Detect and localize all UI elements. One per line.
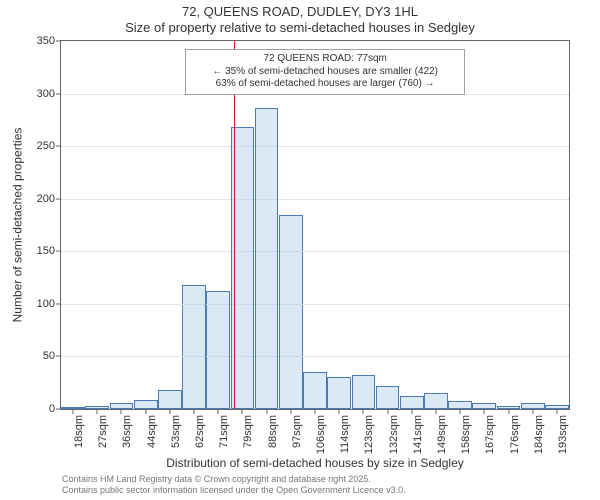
y-axis-label: Number of semi-detached properties: [10, 40, 24, 410]
xtick-label: 114sqm: [339, 415, 351, 453]
annotation-line: 63% of semi-detached houses are larger (…: [192, 78, 458, 91]
histogram-bar: [448, 401, 472, 409]
xtick-label: 132sqm: [388, 415, 400, 454]
gridline: [61, 356, 569, 357]
xtick-label: 106sqm: [315, 415, 327, 454]
ytick-mark: [56, 41, 61, 42]
bars-layer: [61, 41, 569, 409]
xtick-mark: [145, 409, 146, 414]
xtick-label: 71sqm: [218, 415, 230, 448]
xtick-label: 158sqm: [460, 415, 472, 454]
xtick-label: 167sqm: [484, 415, 496, 454]
xtick-label: 36sqm: [121, 415, 133, 448]
xtick-mark: [363, 409, 364, 414]
xtick-mark: [532, 409, 533, 414]
chart-title-line1: 72, QUEENS ROAD, DUDLEY, DY3 1HL: [0, 4, 600, 19]
xtick-mark: [339, 409, 340, 414]
xtick-label: 18sqm: [73, 415, 85, 448]
histogram-bar: [303, 372, 327, 409]
xtick-label: 27sqm: [97, 415, 109, 448]
chart-title-line2: Size of property relative to semi-detach…: [0, 20, 600, 35]
xtick-label: 88sqm: [267, 415, 279, 448]
histogram-bar: [206, 291, 230, 409]
xtick-mark: [484, 409, 485, 414]
xtick-label: 141sqm: [412, 415, 424, 454]
ytick-label: 200: [37, 193, 55, 205]
histogram-bar: [255, 108, 279, 409]
ytick-mark: [56, 409, 61, 410]
xtick-mark: [556, 409, 557, 414]
xtick-mark: [73, 409, 74, 414]
histogram-bar: [327, 377, 351, 409]
xtick-mark: [97, 409, 98, 414]
gridline: [61, 199, 569, 200]
ytick-label: 350: [37, 35, 55, 47]
ytick-mark: [56, 303, 61, 304]
xtick-mark: [121, 409, 122, 414]
ytick-mark: [56, 251, 61, 252]
histogram-bar: [376, 386, 400, 409]
histogram-bar: [279, 215, 303, 410]
xtick-label: 53sqm: [170, 415, 182, 448]
ytick-mark: [56, 356, 61, 357]
xtick-mark: [411, 409, 412, 414]
gridline: [61, 146, 569, 147]
xtick-mark: [435, 409, 436, 414]
xtick-label: 97sqm: [291, 415, 303, 448]
ytick-label: 250: [37, 140, 55, 152]
ytick-mark: [56, 93, 61, 94]
xtick-mark: [266, 409, 267, 414]
histogram-bar: [424, 393, 448, 409]
footer-attribution: Contains HM Land Registry data © Crown c…: [62, 474, 406, 496]
xtick-label: 184sqm: [533, 415, 545, 454]
xtick-label: 176sqm: [509, 415, 521, 454]
xtick-label: 44sqm: [146, 415, 158, 448]
footer-line1: Contains HM Land Registry data © Crown c…: [62, 474, 406, 485]
histogram-bar: [352, 375, 376, 409]
xtick-mark: [169, 409, 170, 414]
xtick-mark: [218, 409, 219, 414]
ytick-mark: [56, 198, 61, 199]
xtick-mark: [508, 409, 509, 414]
xtick-mark: [315, 409, 316, 414]
x-axis-label: Distribution of semi-detached houses by …: [60, 456, 570, 470]
annotation-box: 72 QUEENS ROAD: 77sqm← 35% of semi-detac…: [185, 49, 465, 95]
ytick-label: 100: [37, 298, 55, 310]
xtick-mark: [194, 409, 195, 414]
xtick-label: 193sqm: [557, 415, 569, 454]
histogram-bar: [400, 396, 424, 409]
xtick-mark: [387, 409, 388, 414]
ytick-mark: [56, 146, 61, 147]
footer-line2: Contains public sector information licen…: [62, 485, 406, 496]
ytick-label: 0: [49, 403, 55, 415]
annotation-line: 72 QUEENS ROAD: 77sqm: [192, 53, 458, 66]
ytick-label: 300: [37, 88, 55, 100]
xtick-mark: [460, 409, 461, 414]
gridline: [61, 251, 569, 252]
annotation-line: ← 35% of semi-detached houses are smalle…: [192, 66, 458, 79]
reference-line: [234, 41, 235, 409]
xtick-label: 149sqm: [436, 415, 448, 454]
ytick-label: 150: [37, 245, 55, 257]
gridline: [61, 304, 569, 305]
histogram-bar: [134, 400, 158, 409]
xtick-label: 123sqm: [363, 415, 375, 454]
xtick-label: 62sqm: [194, 415, 206, 448]
xtick-mark: [242, 409, 243, 414]
chart-container: 72, QUEENS ROAD, DUDLEY, DY3 1HL Size of…: [0, 0, 600, 500]
plot-area: 05010015020025030035018sqm27sqm36sqm44sq…: [60, 40, 570, 410]
xtick-label: 79sqm: [242, 415, 254, 448]
histogram-bar: [158, 390, 182, 409]
ytick-label: 50: [43, 350, 55, 362]
xtick-mark: [290, 409, 291, 414]
